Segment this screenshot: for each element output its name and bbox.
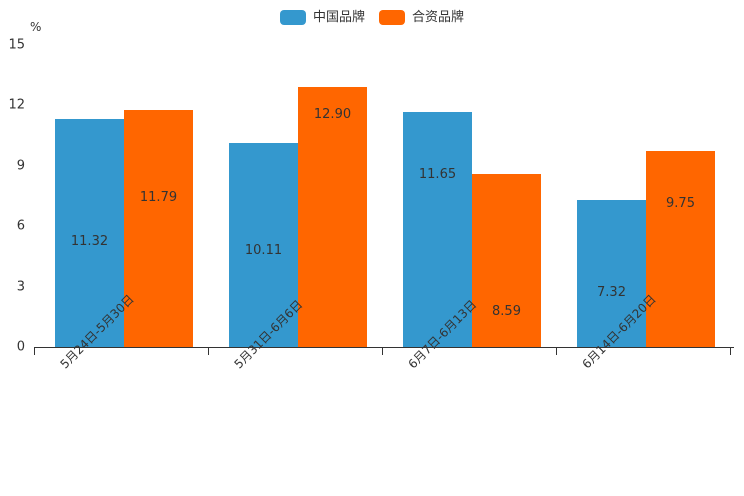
legend-swatch-icon: [279, 10, 306, 25]
bar[interactable]: 8.59: [472, 174, 541, 347]
plot-area: 0 3 6 9 12 15 11.32 11.79 10.11 12.90 11.65 8.59 7.3…: [8, 38, 734, 355]
bar-value-label: 12.90: [313, 107, 352, 123]
x-axis-tick: [208, 347, 209, 355]
bar-group: 10.11 12.90: [208, 45, 382, 347]
chart-legend: 中国品牌 合资品牌: [0, 10, 744, 25]
bar-value-label: 10.11: [244, 243, 283, 259]
x-axis-tick: [730, 347, 731, 355]
legend-label: 中国品牌: [312, 10, 365, 25]
y-axis-tick-label: 3: [16, 279, 25, 295]
bar[interactable]: 12.90: [298, 87, 367, 347]
bar-group: 11.32 11.79: [34, 45, 208, 347]
bar[interactable]: 11.32: [55, 119, 124, 347]
bar[interactable]: 9.75: [646, 150, 715, 347]
bar-value-label: 11.65: [418, 167, 457, 183]
x-axis-line: [34, 347, 734, 348]
bar[interactable]: 11.79: [124, 109, 193, 347]
bar[interactable]: 7.32: [577, 199, 646, 347]
bar-value-label: 11.32: [70, 234, 109, 250]
legend-item-joint-venture-brand[interactable]: 合资品牌: [379, 10, 464, 25]
x-axis-tick: [556, 347, 557, 355]
y-axis-tick-label: 9: [16, 158, 25, 174]
bar-value-label: 9.75: [666, 195, 695, 211]
y-axis-tick-label: 0: [16, 339, 25, 355]
legend-item-china-brand[interactable]: 中国品牌: [279, 10, 365, 25]
legend-swatch-icon: [379, 10, 405, 25]
y-axis-tick-label: 15: [8, 37, 25, 53]
y-axis-tick-label: 6: [16, 218, 25, 234]
bar-group: 11.65 8.59: [382, 45, 556, 347]
bar-value-label: 8.59: [492, 304, 521, 320]
bar-group: 7.32 9.75: [556, 45, 730, 347]
x-axis-tick: [382, 347, 383, 355]
y-axis-tick-label: 12: [8, 97, 25, 113]
bar[interactable]: 11.65: [403, 112, 472, 347]
bar-value-label: 7.32: [597, 284, 626, 300]
bar-value-label: 11.79: [139, 189, 178, 205]
y-axis-unit-label: %: [30, 20, 42, 34]
legend-label: 合资品牌: [412, 10, 465, 25]
x-axis-tick: [34, 347, 35, 355]
bar[interactable]: 10.11: [229, 143, 298, 347]
